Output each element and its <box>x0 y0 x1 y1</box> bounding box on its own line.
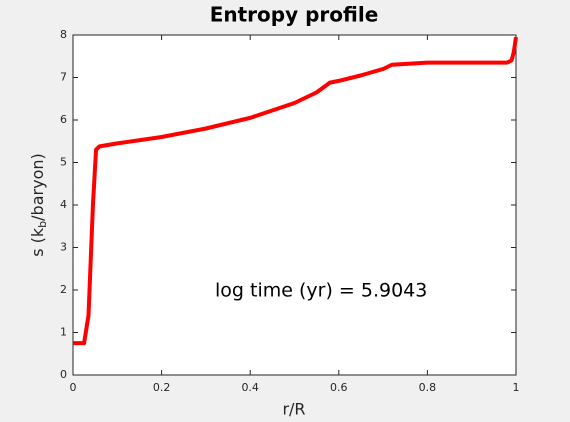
x-tick-label: 1 <box>513 381 520 394</box>
y-tick-label: 5 <box>60 156 67 169</box>
chart-title: Entropy profile <box>210 3 379 27</box>
x-tick-label: 0.8 <box>419 381 437 394</box>
y-axis-label: s (kb/baryon) <box>28 153 50 257</box>
y-axis-label-sub: b <box>36 221 49 228</box>
y-axis-label-part: /baryon) <box>28 153 47 221</box>
plot-area <box>73 35 516 375</box>
x-tick-label: 0 <box>70 381 77 394</box>
y-tick-label: 3 <box>60 241 67 254</box>
x-tick-label: 0.6 <box>330 381 348 394</box>
y-tick-label: 8 <box>60 28 67 41</box>
x-axis-label: r/R <box>282 400 305 419</box>
y-tick-label: 0 <box>60 368 67 381</box>
y-tick-label: 6 <box>60 113 67 126</box>
y-tick-label: 4 <box>60 198 67 211</box>
y-axis-label-part: s (k <box>28 227 47 257</box>
annotation: log time (yr) = 5.9043 <box>215 280 427 302</box>
axes-box <box>72 34 517 376</box>
x-tick-label: 0.2 <box>153 381 171 394</box>
y-tick-label: 1 <box>60 326 67 339</box>
y-tick-label: 2 <box>60 283 67 296</box>
y-tick-label: 7 <box>60 71 67 84</box>
line <box>73 36 518 346</box>
x-tick-label: 0.4 <box>241 381 259 394</box>
